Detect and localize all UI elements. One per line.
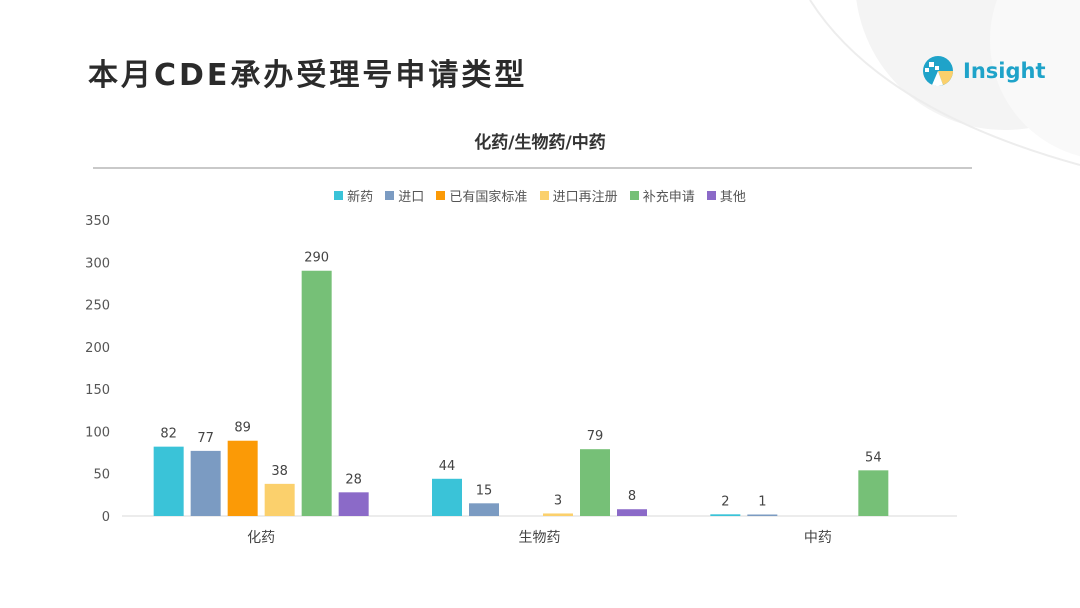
legend-item: 新药 bbox=[334, 186, 373, 205]
data-label: 77 bbox=[197, 431, 214, 446]
x-tick-label: 化药 bbox=[247, 530, 275, 546]
y-tick-label: 250 bbox=[85, 299, 110, 314]
insight-logo-icon bbox=[923, 56, 953, 87]
bar bbox=[710, 514, 741, 516]
legend-item: 进口再注册 bbox=[539, 186, 618, 205]
data-label: 28 bbox=[345, 472, 362, 487]
legend-label: 已有国家标准 bbox=[449, 190, 528, 205]
page-title: 本月CDE承办受理号申请类型 bbox=[88, 58, 528, 93]
insight-logo: Insight bbox=[921, 53, 1045, 89]
data-label: 54 bbox=[865, 450, 882, 465]
bar bbox=[858, 470, 889, 516]
y-tick-label: 0 bbox=[102, 510, 110, 525]
bar bbox=[747, 514, 778, 516]
bar bbox=[227, 440, 258, 516]
chart-title: 化药/生物药/中药 bbox=[474, 133, 606, 153]
legend-label: 新药 bbox=[347, 190, 374, 205]
bar bbox=[301, 270, 332, 516]
data-label: 290 bbox=[304, 251, 329, 266]
bar bbox=[264, 483, 295, 516]
data-label: 44 bbox=[439, 459, 456, 474]
legend-swatch bbox=[706, 191, 716, 200]
legend-swatch bbox=[385, 191, 395, 200]
chart-legend: 新药 进口 已有国家标准 进口再注册 补充申请 其他 bbox=[0, 186, 1080, 205]
bar bbox=[432, 478, 462, 516]
legend-item: 其他 bbox=[706, 186, 746, 205]
bar bbox=[617, 509, 647, 516]
data-label: 1 bbox=[758, 495, 766, 510]
data-label: 38 bbox=[271, 464, 288, 479]
legend-item: 进口 bbox=[385, 186, 424, 205]
legend-swatch bbox=[334, 191, 344, 200]
data-label: 2 bbox=[721, 494, 729, 509]
bar bbox=[153, 446, 184, 516]
legend-swatch bbox=[539, 191, 549, 200]
y-tick-label: 200 bbox=[85, 341, 110, 356]
legend-item: 已有国家标准 bbox=[436, 186, 527, 205]
bar bbox=[543, 513, 573, 516]
x-tick-label: 中药 bbox=[804, 530, 832, 546]
legend-swatch bbox=[629, 191, 639, 200]
legend-item: 补充申请 bbox=[629, 186, 695, 205]
data-label: 15 bbox=[476, 483, 493, 498]
bar bbox=[580, 449, 610, 516]
y-tick-label: 50 bbox=[93, 468, 110, 483]
title-divider bbox=[93, 167, 972, 169]
data-label: 8 bbox=[628, 489, 636, 504]
legend-label: 其他 bbox=[719, 190, 746, 205]
y-tick-label: 150 bbox=[85, 383, 110, 398]
y-tick-label: 300 bbox=[85, 256, 110, 271]
data-label: 89 bbox=[234, 421, 251, 436]
legend-label: 进口再注册 bbox=[552, 190, 618, 205]
data-label: 79 bbox=[587, 429, 604, 444]
legend-swatch bbox=[436, 191, 446, 200]
legend-label: 进口 bbox=[398, 190, 425, 205]
x-tick-label: 生物药 bbox=[519, 530, 561, 546]
legend-label: 补充申请 bbox=[642, 190, 695, 205]
logo-text: Insight bbox=[963, 59, 1046, 83]
bar bbox=[469, 503, 499, 516]
y-tick-label: 350 bbox=[85, 214, 110, 229]
bar bbox=[338, 492, 369, 516]
data-label: 82 bbox=[160, 427, 177, 442]
bar bbox=[190, 450, 221, 516]
data-label: 3 bbox=[554, 493, 562, 508]
y-tick-label: 100 bbox=[85, 425, 110, 440]
